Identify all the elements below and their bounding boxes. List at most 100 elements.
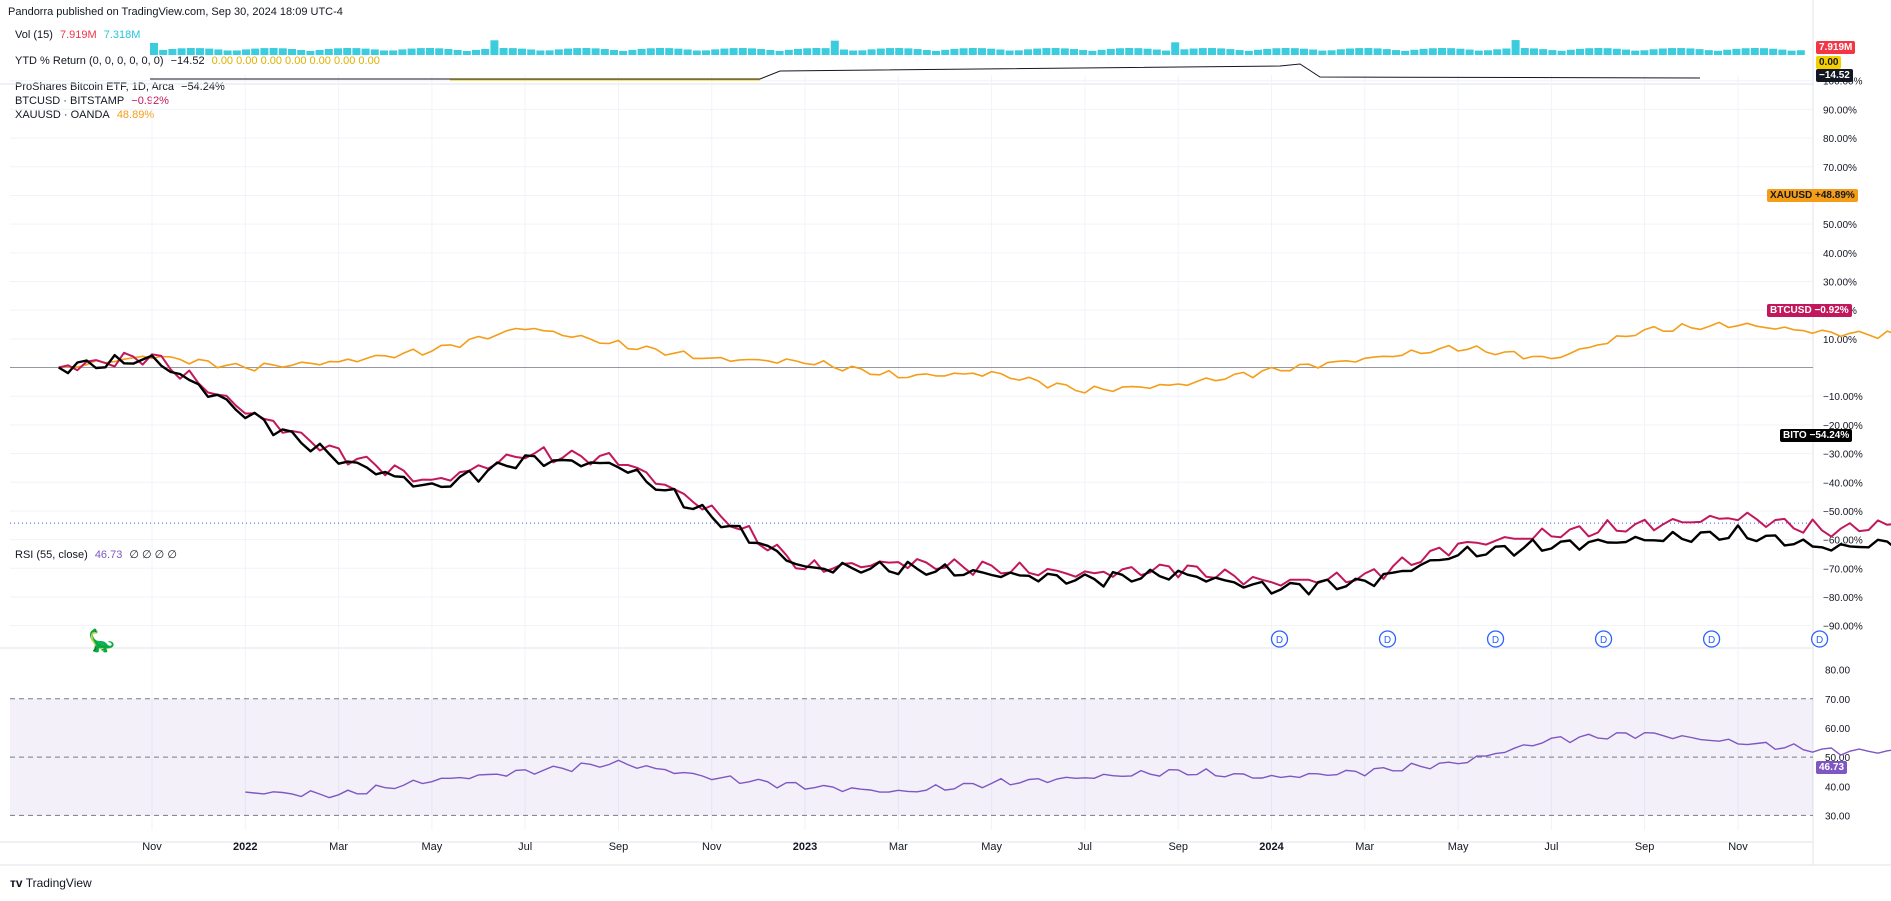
volume-bar bbox=[1254, 49, 1262, 55]
volume-bar bbox=[380, 50, 388, 55]
rsi-y-tick-label: 60.00 bbox=[1825, 724, 1850, 735]
volume-bar bbox=[950, 48, 959, 55]
legend-btc[interactable]: BTCUSD · BITSTAMP −0.92% bbox=[15, 95, 173, 107]
volume-bar bbox=[1281, 48, 1290, 55]
bito-price-tag: BITO −54.24% bbox=[1780, 429, 1853, 442]
volume-legend[interactable]: Vol (15) 7.919M 7.318M bbox=[15, 29, 144, 41]
volume-bar bbox=[1382, 49, 1391, 55]
volume-bar bbox=[987, 48, 996, 55]
volume-bar bbox=[370, 49, 379, 55]
volume-bar bbox=[1235, 50, 1244, 55]
volume-bar bbox=[748, 48, 756, 55]
dividend-marker[interactable]: D bbox=[1378, 630, 1397, 648]
volume-bar bbox=[490, 40, 499, 55]
volume-bar bbox=[959, 48, 968, 55]
volume-bar bbox=[1447, 48, 1456, 55]
x-tick-label: Sep bbox=[609, 841, 629, 853]
dividend-marker[interactable]: D bbox=[1486, 630, 1505, 648]
y-tick-label: −50.00% bbox=[1823, 507, 1863, 518]
x-tick-label: Jul bbox=[1078, 841, 1092, 853]
volume-bar bbox=[1612, 48, 1621, 55]
x-tick-label: May bbox=[981, 841, 1002, 853]
volume-bar bbox=[324, 48, 333, 55]
rsi-y-tick-label: 80.00 bbox=[1825, 666, 1850, 677]
volume-bar bbox=[646, 48, 655, 55]
volume-bar bbox=[1548, 50, 1557, 55]
volume-bar bbox=[232, 50, 241, 55]
volume-bar bbox=[729, 48, 738, 55]
volume-bar bbox=[628, 49, 637, 55]
volume-bar bbox=[554, 49, 563, 55]
volume-bar bbox=[849, 50, 858, 55]
y-tick-label: −40.00% bbox=[1823, 478, 1863, 489]
volume-bar bbox=[803, 48, 812, 55]
tradingview-brand[interactable]: ᴛᴠ TradingView bbox=[10, 876, 92, 890]
dividend-marker[interactable]: D bbox=[1702, 630, 1721, 648]
volume-bar bbox=[361, 48, 370, 55]
ytd-label: YTD % Return (0, 0, 0, 0, 0, 0) bbox=[15, 55, 164, 67]
volume-bar bbox=[177, 48, 186, 55]
dividend-marker[interactable]: D bbox=[1270, 630, 1289, 648]
x-tick-label: May bbox=[1448, 841, 1469, 853]
volume-bar bbox=[1355, 48, 1364, 55]
volume-bar bbox=[1704, 50, 1713, 55]
volume-axis-tag: 7.919M bbox=[1816, 41, 1856, 54]
volume-bar bbox=[840, 49, 848, 55]
bito-tag-value: −54.24% bbox=[1809, 430, 1850, 441]
ytd-legend[interactable]: YTD % Return (0, 0, 0, 0, 0, 0) −14.52 0… bbox=[15, 55, 384, 67]
volume-bar bbox=[1484, 50, 1492, 55]
volume-bar bbox=[996, 49, 1005, 55]
dividend-marker[interactable]: D bbox=[1594, 630, 1613, 648]
volume-bar bbox=[1070, 49, 1078, 55]
volume-bar bbox=[1024, 49, 1032, 55]
rsi-y-tick-label: 30.00 bbox=[1825, 811, 1850, 822]
volume-bar bbox=[1622, 49, 1630, 55]
volume-bar bbox=[1658, 48, 1667, 55]
volume-bar bbox=[1309, 49, 1318, 55]
volume-bar bbox=[1373, 48, 1382, 55]
volume-bar bbox=[1594, 48, 1603, 55]
y-tick-label: 70.00% bbox=[1823, 163, 1857, 174]
volume-bar bbox=[913, 49, 922, 55]
x-tick-label: May bbox=[421, 841, 442, 853]
volume-bar bbox=[794, 48, 802, 55]
volume-bar bbox=[214, 49, 223, 55]
y-tick-label: −60.00% bbox=[1823, 536, 1863, 547]
rsi-y-tick-label: 40.00 bbox=[1825, 782, 1850, 793]
volume-bar bbox=[1778, 49, 1787, 55]
y-tick-label: −20.00% bbox=[1823, 421, 1863, 432]
dividend-marker-label: D bbox=[1708, 635, 1715, 646]
volume-bar bbox=[1005, 50, 1014, 55]
rsi-y-tick-label: 70.00 bbox=[1825, 695, 1850, 706]
volume-bar bbox=[941, 49, 950, 55]
volume-bar bbox=[637, 48, 646, 55]
ytd-zeros: 0.00 0.00 0.00 0.00 0.00 0.00 0.00 bbox=[211, 55, 380, 67]
legend-btc-value: −0.92% bbox=[131, 95, 169, 107]
volume-bar bbox=[738, 48, 747, 55]
y-tick-label: 100.00% bbox=[1823, 77, 1863, 88]
volume-bar bbox=[1263, 48, 1272, 55]
volume-bar bbox=[830, 40, 839, 55]
volume-bar bbox=[1769, 48, 1778, 55]
volume-bar bbox=[306, 50, 315, 55]
rsi-extra: ∅ ∅ ∅ ∅ bbox=[129, 549, 177, 561]
legend-xau[interactable]: XAUUSD · OANDA 48.89% bbox=[15, 109, 158, 121]
volume-bar bbox=[1180, 49, 1189, 55]
dividend-marker-circle bbox=[1378, 630, 1397, 648]
x-tick-label: Sep bbox=[1168, 841, 1188, 853]
rsi-line bbox=[245, 731, 1891, 799]
volume-bar bbox=[1576, 48, 1584, 55]
volume-bar bbox=[389, 50, 398, 55]
volume-bar bbox=[1162, 50, 1170, 55]
dividend-marker[interactable]: D bbox=[1810, 630, 1829, 648]
x-tick-label: Mar bbox=[329, 841, 348, 853]
volume-bar bbox=[674, 48, 683, 55]
volume-bar bbox=[1456, 48, 1465, 55]
volume-bar bbox=[1557, 50, 1566, 55]
dividend-marker-label: D bbox=[1600, 635, 1607, 646]
rsi-legend[interactable]: RSI (55, close) 46.73 ∅ ∅ ∅ ∅ bbox=[15, 548, 181, 561]
volume-bar bbox=[315, 49, 324, 55]
volume-bar bbox=[978, 48, 986, 55]
volume-bar bbox=[1640, 50, 1649, 55]
